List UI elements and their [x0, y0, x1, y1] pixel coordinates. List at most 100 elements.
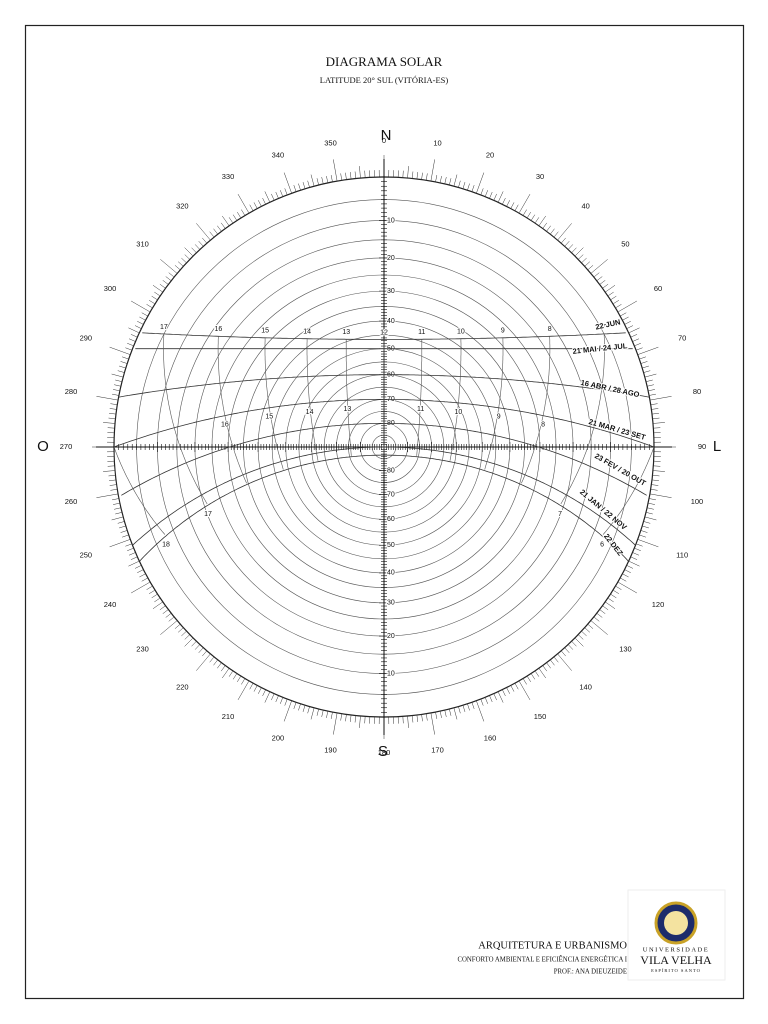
hour-label: 14 [306, 409, 314, 416]
azimuth-tick [620, 312, 627, 317]
cardinal-east: L [713, 438, 721, 455]
azimuth-tick [635, 543, 643, 547]
azimuth-tick [439, 176, 442, 183]
azimuth-tick [302, 182, 306, 189]
azimuth-tick [307, 706, 310, 714]
azimuth-tick [624, 569, 631, 573]
azimuth-tick [275, 695, 279, 703]
azimuth-tick [280, 697, 284, 704]
azimuth-tick [177, 261, 184, 267]
azimuth-tick [113, 389, 120, 392]
subtitle: LATITUDE 20° SUL (VITÓRIA-ES) [320, 75, 449, 85]
altitude-label: 30 [387, 600, 395, 607]
hour-label: 8 [541, 421, 545, 428]
azimuth-tick [425, 713, 428, 721]
azimuth-tick [253, 202, 258, 209]
azimuth-tick [345, 172, 347, 180]
azimuth-tick [530, 673, 536, 680]
azimuth-tick [578, 634, 584, 640]
azimuth-tick [293, 185, 297, 192]
azimuth-tick [637, 539, 659, 548]
azimuth-tick [264, 191, 271, 203]
azimuth-tick [476, 700, 485, 722]
azimuth-tick [634, 547, 641, 551]
azimuth-tick [612, 300, 620, 305]
azimuth-tick [480, 188, 484, 196]
azimuth-tick [617, 581, 638, 594]
azimuth-tick [258, 687, 262, 694]
azimuth-tick [151, 295, 158, 301]
azimuth-tick [578, 254, 584, 260]
azimuth-label: 90 [698, 442, 706, 451]
azimuth-tick [651, 408, 659, 410]
azimuth-tick [209, 231, 215, 238]
azimuth-tick [557, 653, 572, 671]
azimuth-tick [217, 662, 222, 669]
azimuth-tick [354, 171, 357, 179]
azimuth-tick [425, 173, 428, 181]
logo-seal-inner [664, 911, 688, 935]
azimuth-tick [632, 338, 640, 342]
course: ARQUITETURA E URBANISMO [478, 940, 627, 951]
azimuth-tick [154, 597, 161, 603]
azimuth-tick [493, 193, 497, 201]
azimuth-tick [146, 304, 153, 309]
azimuth-tick [127, 343, 134, 347]
azimuth-tick [162, 280, 169, 285]
azimuth-tick [652, 417, 660, 420]
azimuth-tick [96, 396, 119, 401]
azimuth-tick [128, 552, 136, 556]
azimuth-tick [330, 711, 333, 719]
azimuth-tick [647, 384, 654, 387]
altitude-label: 40 [387, 318, 395, 325]
azimuth-tick [174, 265, 181, 271]
azimuth-tick [506, 687, 510, 694]
hour-line [560, 333, 605, 505]
azimuth-tick [137, 321, 144, 325]
azimuth-tick [109, 412, 117, 415]
azimuth-tick [310, 174, 315, 187]
azimuth-tick [181, 257, 187, 264]
altitude-label: 20 [387, 255, 395, 262]
azimuth-tick [117, 521, 125, 524]
azimuth-label: 50 [621, 239, 629, 248]
azimuth-tick [607, 291, 614, 297]
azimuth-tick [110, 488, 118, 491]
azimuth-tick [271, 193, 275, 201]
azimuth-label: 310 [136, 239, 149, 248]
hour-line [306, 338, 319, 461]
azimuth-tick [228, 670, 234, 677]
cardinal-west: O [37, 438, 49, 455]
azimuth-tick [522, 209, 527, 216]
azimuth-tick [626, 565, 634, 569]
azimuth-tick [316, 178, 319, 186]
azimuth-tick [160, 620, 178, 635]
azimuth-tick [581, 257, 587, 264]
hour-label: 13 [342, 329, 350, 336]
azimuth-tick [416, 714, 419, 722]
azimuth-tick [162, 609, 169, 614]
cardinal-north: N [381, 127, 392, 144]
azimuth-tick [326, 711, 329, 718]
azimuth-tick [275, 191, 279, 199]
azimuth-tick [430, 712, 435, 735]
azimuth-tick [228, 217, 234, 224]
azimuth-tick [271, 693, 275, 701]
azimuth-tick [596, 613, 603, 618]
hour-line [484, 337, 504, 470]
azimuth-tick [476, 172, 485, 194]
azimuth-tick [165, 276, 172, 281]
azimuth-tick [624, 321, 631, 325]
azimuth-tick [241, 209, 246, 216]
azimuth-tick [435, 175, 438, 183]
azimuth-tick [184, 247, 194, 257]
azimuth-tick [154, 291, 161, 297]
azimuth-tick [542, 665, 548, 672]
azimuth-tick [421, 714, 423, 722]
azimuth-tick [119, 525, 126, 529]
azimuth-tick [340, 713, 343, 721]
azimuth-tick [125, 543, 133, 547]
hour-label: 8 [548, 326, 552, 333]
logo: UNIVERSIDADE VILA VELHA ESPÍRITO SANTO [627, 889, 726, 981]
azimuth-tick [119, 365, 126, 369]
